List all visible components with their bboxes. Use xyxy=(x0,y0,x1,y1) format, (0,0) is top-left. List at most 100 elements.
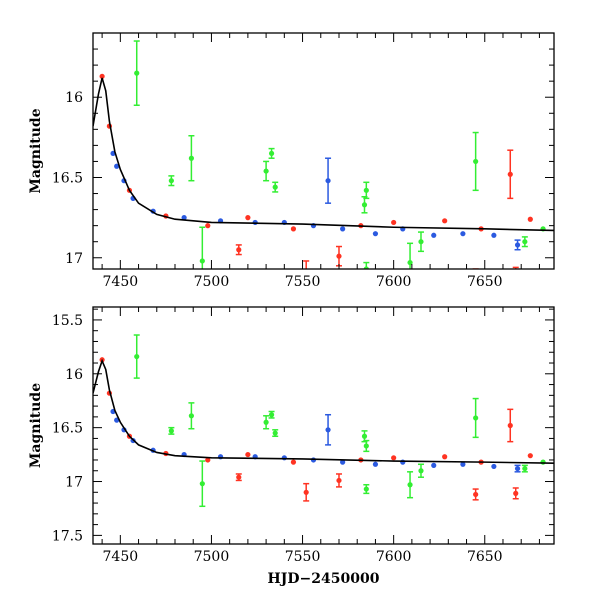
data-point xyxy=(418,468,424,474)
data-point xyxy=(522,239,528,245)
data-point xyxy=(336,477,342,484)
data-point xyxy=(507,171,513,177)
x-tick-label: 7550 xyxy=(285,274,321,290)
data-point xyxy=(290,226,297,232)
x-tick-label: 7650 xyxy=(467,274,503,290)
data-point xyxy=(473,158,479,165)
data-point xyxy=(340,459,346,465)
data-point xyxy=(527,216,533,222)
data-point xyxy=(460,231,466,237)
y-tick-label: 17 xyxy=(65,475,83,491)
data-point xyxy=(134,353,140,360)
top-panel: 7450 7500 7550 7600 7650 16 16.5 17 Magnitude xyxy=(28,32,555,290)
data-point xyxy=(513,273,518,278)
y-tick-label: 16.5 xyxy=(52,170,83,186)
data-point xyxy=(363,187,369,193)
data-point xyxy=(460,461,466,467)
data-point xyxy=(263,168,269,174)
y-tick-label: 16 xyxy=(65,367,83,383)
bottom-panel-model-curve xyxy=(93,358,554,464)
x-axis-label: HJD−2450000 xyxy=(268,571,380,587)
data-point xyxy=(168,428,174,434)
data-point xyxy=(527,453,533,459)
y-tick-label: 15.5 xyxy=(52,313,83,329)
data-point xyxy=(473,491,479,498)
data-point xyxy=(205,457,211,463)
data-point xyxy=(522,465,528,472)
data-point xyxy=(391,219,397,226)
top-panel-series-1 xyxy=(133,40,546,269)
x-tick-label: 7650 xyxy=(467,549,503,565)
data-point xyxy=(361,433,368,439)
data-point xyxy=(181,215,187,221)
x-tick-label: 7500 xyxy=(194,274,230,290)
data-point xyxy=(268,150,275,157)
data-point xyxy=(431,232,437,238)
data-point xyxy=(236,247,242,253)
data-point xyxy=(199,481,205,487)
y-tick-label: 17 xyxy=(65,251,83,267)
data-point xyxy=(290,459,297,465)
bottom-panel-frame xyxy=(92,306,555,545)
x-tick-label: 7600 xyxy=(376,549,412,565)
top-panel-frame xyxy=(92,32,555,270)
top-panel-series-3 xyxy=(99,73,533,278)
data-point xyxy=(268,412,275,418)
x-tick-label: 7500 xyxy=(194,549,230,565)
top-panel-series-2 xyxy=(110,150,521,251)
data-point xyxy=(400,459,406,465)
data-point xyxy=(325,178,331,184)
data-point xyxy=(245,451,251,458)
data-point xyxy=(272,184,278,190)
data-point xyxy=(303,489,309,495)
data-point xyxy=(199,258,205,264)
data-point xyxy=(442,454,448,460)
y-tick-label: 17.5 xyxy=(52,528,83,544)
data-point xyxy=(442,218,448,224)
data-point xyxy=(361,202,368,208)
data-point xyxy=(188,413,194,419)
y-tick-label: 16 xyxy=(65,90,83,106)
top-panel-y-axis-label: Magnitude xyxy=(28,108,44,193)
data-point xyxy=(431,462,437,468)
data-point xyxy=(281,455,287,461)
data-point xyxy=(263,419,269,425)
data-point xyxy=(168,178,174,184)
data-point xyxy=(491,463,497,470)
data-point xyxy=(507,422,513,429)
data-point xyxy=(272,430,278,436)
data-point xyxy=(372,461,379,467)
x-tick-label: 7450 xyxy=(103,549,139,565)
data-point xyxy=(99,73,105,79)
data-point xyxy=(134,70,140,76)
data-point xyxy=(363,443,369,449)
data-point xyxy=(205,223,211,229)
data-point xyxy=(391,455,397,461)
data-point xyxy=(325,427,331,433)
data-point xyxy=(473,415,479,421)
data-point xyxy=(114,163,120,169)
bottom-panel-series-3 xyxy=(99,357,533,502)
data-point xyxy=(513,490,519,496)
top-panel-model-curve xyxy=(93,77,554,232)
data-point xyxy=(514,242,521,248)
bottom-panel: 7450 7500 7550 7600 7650 15.5 16 16.5 17 17.5 Magn… xyxy=(28,306,555,587)
data-point xyxy=(372,231,379,237)
x-tick-label: 7600 xyxy=(376,274,412,290)
y-tick-label: 16.5 xyxy=(52,421,83,437)
data-point xyxy=(236,474,242,480)
x-tick-label: 7450 xyxy=(103,274,139,290)
data-point xyxy=(514,465,521,472)
x-tick-label: 7550 xyxy=(285,549,321,565)
data-point xyxy=(491,232,497,238)
bottom-panel-y-axis-label: Magnitude xyxy=(28,383,44,468)
data-point xyxy=(363,486,369,492)
data-point xyxy=(245,215,251,221)
data-point xyxy=(340,226,346,232)
data-point xyxy=(407,482,413,488)
bottom-panel-series-1 xyxy=(133,334,546,508)
data-point xyxy=(540,459,546,465)
data-point xyxy=(418,239,424,245)
data-point xyxy=(336,253,342,259)
